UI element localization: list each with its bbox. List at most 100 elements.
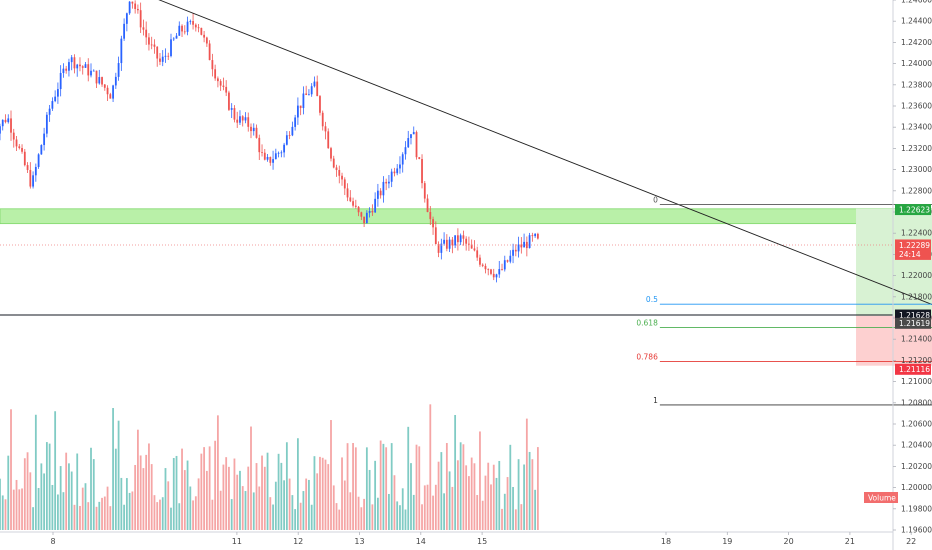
volume-bar [200, 453, 203, 530]
candle-body [4, 119, 7, 123]
volume-bar [426, 484, 429, 530]
volume-bar [310, 504, 313, 530]
candle-body [189, 21, 192, 22]
candle-body [465, 238, 468, 244]
price-label-box [895, 309, 931, 321]
volume-bar [520, 504, 523, 530]
candle-body [418, 157, 421, 160]
candle-body [335, 167, 338, 171]
candle-body [128, 1, 131, 14]
price-tick-label: 1.24200 [901, 38, 932, 47]
volume-bar [148, 443, 150, 530]
volume-bar [225, 457, 228, 530]
volume-bar [137, 429, 139, 530]
volume-bar [233, 458, 236, 530]
volume-bar [528, 451, 531, 530]
candle-body [376, 190, 379, 199]
candle-body [357, 206, 360, 213]
volume-bar [338, 509, 341, 530]
time-tick-label: 14 [416, 537, 426, 546]
volume-bar [399, 505, 401, 530]
volume-bar [495, 477, 498, 530]
candle-body [360, 212, 363, 217]
price-label-text: 1.21116 [899, 365, 930, 374]
volume-bar [335, 503, 338, 530]
candle-body [299, 105, 302, 109]
candle-body [448, 239, 451, 249]
volume-bar [15, 479, 18, 530]
candle-body [73, 57, 76, 69]
price-tick-label: 1.22800 [901, 186, 932, 195]
candle-body [101, 77, 103, 85]
volume-bar [327, 464, 330, 530]
candle-body [192, 21, 194, 25]
price-tick-label: 1.23000 [901, 165, 932, 174]
price-label-box [895, 204, 931, 216]
price-tick-label: 1.19800 [901, 504, 932, 513]
candle-body [393, 171, 396, 174]
volume-bar [222, 464, 225, 530]
candle-body [81, 66, 84, 68]
volume-bar [247, 466, 250, 530]
candle-body [194, 24, 197, 28]
volume-bar [468, 476, 470, 530]
volume-bar [285, 442, 288, 530]
volume-bar [230, 499, 233, 530]
candle-body [32, 175, 34, 187]
candle-body [139, 10, 142, 28]
volume-bar [396, 501, 399, 530]
volume-bar [352, 443, 354, 530]
volume-bar [492, 464, 495, 530]
time-tick-label: 8 [50, 537, 55, 546]
price-tick-label: 1.23200 [901, 144, 932, 153]
volume-bar [418, 446, 421, 530]
volume-bar [178, 503, 181, 530]
price-tick-label: 1.20200 [901, 462, 932, 471]
volume-bar [145, 454, 148, 530]
candle-body [330, 148, 332, 159]
volume-bar [183, 470, 186, 530]
candle-body [200, 27, 203, 35]
price-tick-label: 1.20400 [901, 441, 932, 450]
candle-body [374, 198, 377, 213]
candle-body [26, 165, 29, 170]
candle-body [310, 86, 313, 95]
candle-body [51, 101, 54, 109]
fib-level-label: 1 [653, 396, 658, 405]
volume-bar [291, 495, 294, 530]
price-tick-label: 1.21000 [901, 377, 932, 386]
volume-bar [181, 448, 183, 530]
price-axis[interactable]: 1.24600 1.24400 1.24200 1.24000 1.23800 1.236… [892, 0, 932, 550]
candle-body [156, 46, 159, 59]
candle-body [120, 38, 123, 64]
volume-bar [429, 404, 432, 530]
candle-body [354, 205, 357, 207]
volume-bar [10, 409, 12, 530]
candle-body [512, 249, 514, 256]
volume-bar [70, 471, 73, 530]
candle-body [87, 64, 90, 76]
volume-bar [62, 492, 65, 530]
volume-bar [506, 477, 509, 530]
candle-body [484, 265, 487, 270]
volume-bar [376, 497, 379, 530]
volume-bar [341, 457, 343, 530]
candle-body [492, 273, 495, 278]
candle-body [332, 158, 335, 168]
volume-bar [462, 444, 465, 530]
candle-body [225, 86, 228, 93]
candle-body [302, 93, 305, 109]
price-tick-label: 1.23800 [901, 80, 932, 89]
volume-bar [68, 463, 70, 530]
volume-bar [330, 420, 332, 530]
candle-body [479, 257, 481, 265]
candle-body [365, 212, 368, 224]
time-tick-label: 13 [354, 537, 364, 546]
time-axis[interactable]: 811121314151819202122252627 [0, 531, 932, 546]
candle-body [363, 216, 365, 224]
volume-bar [459, 442, 462, 530]
volume-bar [517, 459, 520, 530]
volume-layer [0, 404, 539, 530]
volume-bar [266, 452, 269, 530]
